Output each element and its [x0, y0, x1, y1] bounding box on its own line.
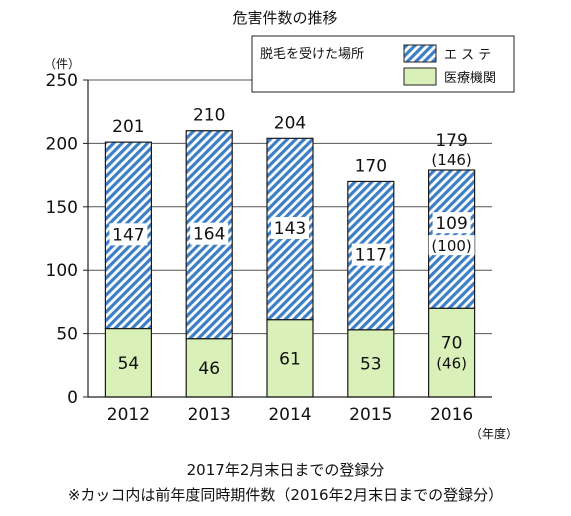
y-tick-label: 0	[67, 388, 78, 408]
data-label-medical: 70	[441, 334, 463, 354]
axes: 0 50 100 150 200 250 2012 2013 2014 2015 2016	[46, 71, 492, 425]
bar-medical	[347, 329, 395, 398]
label-bg	[432, 212, 471, 234]
data-label-medical: 53	[360, 354, 382, 374]
total-label: 179	[435, 131, 467, 151]
data-sublabel-esthe: (100)	[431, 237, 471, 255]
total-label: 201	[112, 117, 144, 137]
y-tick-label: 50	[56, 325, 78, 345]
legend-title: 脱毛を受けた場所	[260, 47, 364, 62]
footnote-registration: 2017年2月末日までの登録分	[186, 461, 385, 479]
y-tick-label: 250	[46, 71, 78, 91]
y-tick-label: 200	[46, 134, 78, 154]
legend: 脱毛を受けた場所 エ ス テ 医療機関	[251, 35, 515, 93]
data-label-esthe: 143	[274, 219, 306, 239]
legend-label-medical: 医療機関	[444, 71, 496, 86]
chart-title: 危害件数の推移	[232, 9, 337, 27]
label-bg	[351, 243, 390, 266]
label-bg	[271, 216, 309, 239]
x-tick-label: 2014	[268, 405, 311, 425]
label-bg	[190, 222, 229, 245]
bar-chart: 危害件数の推移 （件） （年度） 0 50 100 150 200 250 2012 2013…	[44, 9, 518, 441]
x-tick-label: 2015	[349, 405, 392, 425]
label-bg	[428, 235, 475, 256]
x-tick-label: 2013	[188, 405, 231, 425]
data-label-medical: 61	[279, 349, 301, 369]
bar-medical	[104, 327, 153, 398]
y-axis-unit-label: （件）	[44, 57, 80, 71]
y-tick-label: 150	[46, 198, 78, 218]
data-label-esthe: 109	[435, 214, 467, 234]
total-label: 204	[274, 113, 306, 133]
total-sublabel: (146)	[431, 151, 471, 169]
legend-swatch-medical	[403, 67, 437, 86]
data-label-esthe: 147	[112, 225, 144, 245]
x-tick-label: 2012	[107, 405, 150, 425]
data-label-medical: 46	[198, 359, 220, 379]
total-label: 210	[193, 106, 225, 126]
bar-medical	[428, 307, 476, 398]
data-label-esthe: 164	[193, 225, 225, 245]
data-label-esthe: 117	[355, 246, 387, 266]
data-labels: 54 147 201 46 164 210 61 143 204 53 117 170 70(46) 10…	[109, 106, 475, 379]
legend-box	[251, 35, 515, 93]
data-label-medical: 54	[118, 354, 140, 374]
total-label: 170	[355, 156, 387, 176]
footnote-parentheses: ※カッコ内は前年度同時期件数（2016年2月末日までの登録分）	[67, 486, 504, 504]
label-bg	[109, 223, 148, 246]
y-tick-label: 100	[46, 261, 78, 281]
x-axis-unit-label: （年度）	[470, 426, 518, 441]
x-tick-label: 2016	[430, 405, 473, 425]
data-sublabel-medical: (46)	[436, 355, 467, 373]
legend-swatch-esthe	[403, 44, 437, 63]
legend-label-esthe: エ ス テ	[444, 48, 491, 63]
